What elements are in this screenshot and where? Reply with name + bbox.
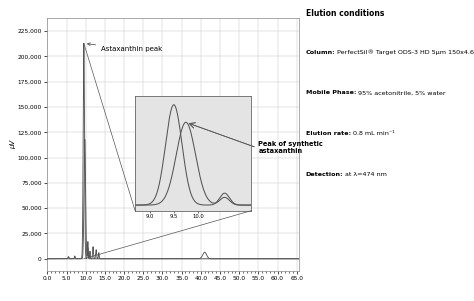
Text: at λ=474 nm: at λ=474 nm [343,172,387,177]
Text: Detection:: Detection: [306,172,343,177]
Text: Elution conditions: Elution conditions [306,9,384,18]
Text: PerfectSil® Target ODS-3 HD 5μm 150x4.6mm: PerfectSil® Target ODS-3 HD 5μm 150x4.6m… [336,50,474,55]
Text: Column:: Column: [306,50,336,55]
Y-axis label: μV: μV [10,140,16,149]
Text: Elution rate:: Elution rate: [306,131,351,136]
Text: Peak of synthetic
astaxanthin: Peak of synthetic astaxanthin [258,141,323,154]
Text: Mobile Phase:: Mobile Phase: [306,90,356,95]
Text: 95% acetonitrile, 5% water: 95% acetonitrile, 5% water [356,90,446,95]
Text: Astaxanthin peak: Astaxanthin peak [88,43,163,52]
Text: 0.8 mL min⁻¹: 0.8 mL min⁻¹ [351,131,394,136]
